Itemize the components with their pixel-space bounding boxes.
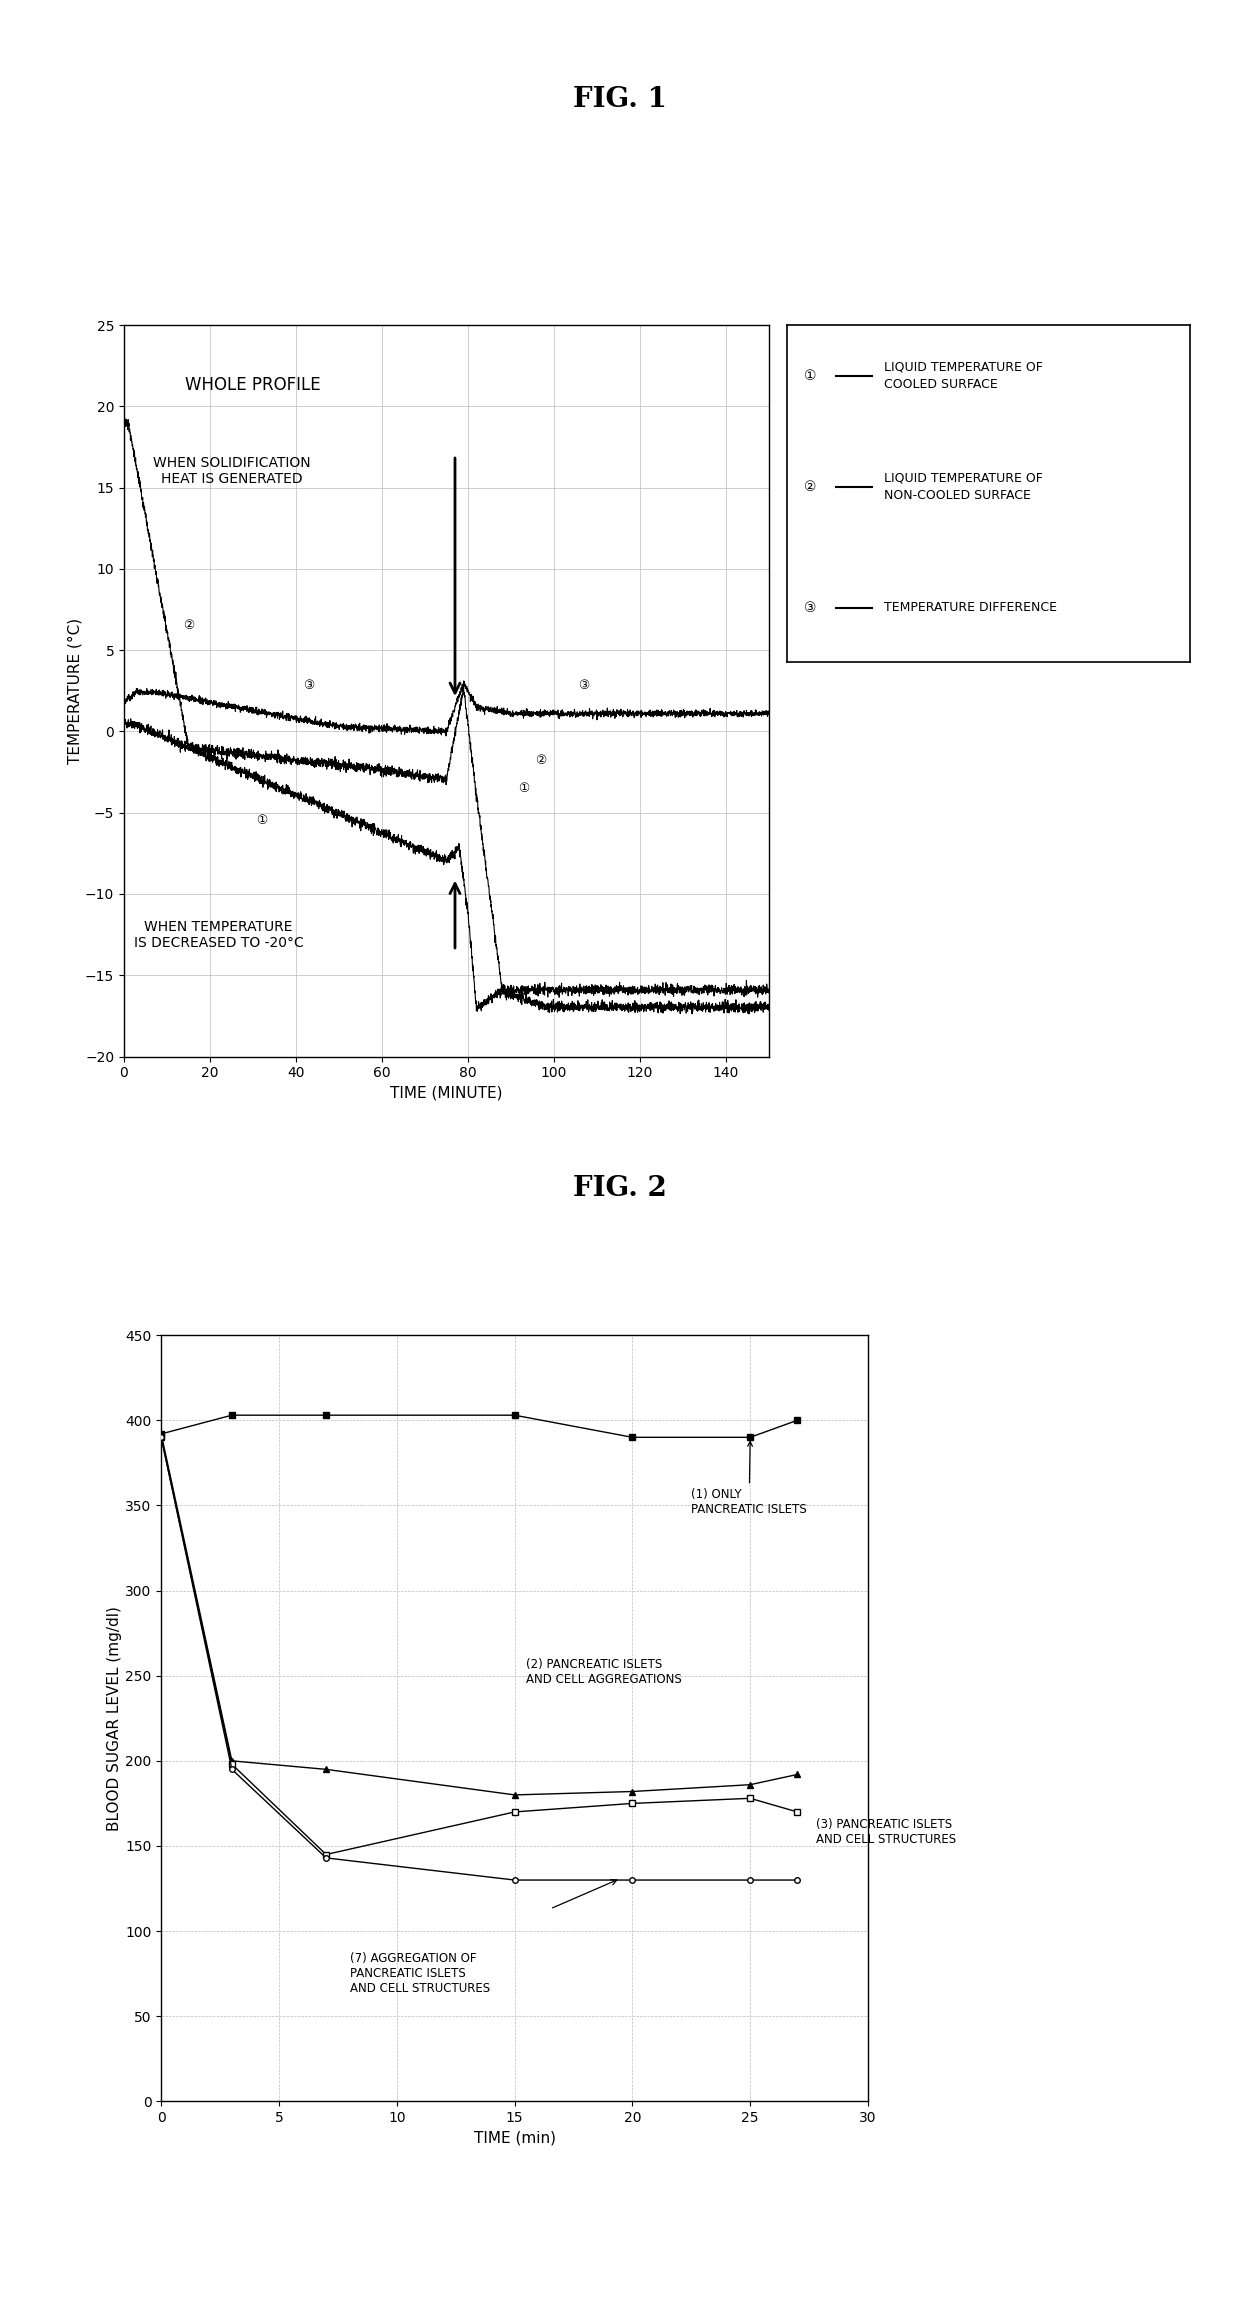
Text: ①: ① — [255, 815, 267, 827]
Y-axis label: TEMPERATURE (°C): TEMPERATURE (°C) — [67, 618, 82, 764]
Text: WHOLE PROFILE: WHOLE PROFILE — [185, 376, 321, 395]
Text: ②: ② — [182, 620, 195, 632]
Text: (1) ONLY
PANCREATIC ISLETS: (1) ONLY PANCREATIC ISLETS — [692, 1442, 807, 1516]
Y-axis label: BLOOD SUGAR LEVEL (mg/dl): BLOOD SUGAR LEVEL (mg/dl) — [108, 1607, 123, 1830]
Text: ③: ③ — [578, 680, 589, 692]
Text: ③: ③ — [804, 601, 816, 615]
Text: (3) PANCREATIC ISLETS
AND CELL STRUCTURES: (3) PANCREATIC ISLETS AND CELL STRUCTURE… — [816, 1818, 956, 1846]
Text: ①: ① — [518, 783, 529, 794]
Text: ③: ③ — [304, 680, 315, 692]
Text: FIG. 1: FIG. 1 — [573, 86, 667, 114]
Text: (2) PANCREATIC ISLETS
AND CELL AGGREGATIONS: (2) PANCREATIC ISLETS AND CELL AGGREGATI… — [526, 1658, 682, 1686]
Text: TEMPERATURE DIFFERENCE: TEMPERATURE DIFFERENCE — [884, 601, 1058, 615]
Text: FIG. 2: FIG. 2 — [573, 1175, 667, 1203]
Text: LIQUID TEMPERATURE OF
COOLED SURFACE: LIQUID TEMPERATURE OF COOLED SURFACE — [884, 360, 1043, 390]
Text: ①: ① — [804, 369, 816, 383]
Text: ②: ② — [536, 755, 547, 766]
X-axis label: TIME (MINUTE): TIME (MINUTE) — [391, 1087, 502, 1101]
Text: (7) AGGREGATION OF
PANCREATIC ISLETS
AND CELL STRUCTURES: (7) AGGREGATION OF PANCREATIC ISLETS AND… — [350, 1950, 490, 1995]
Text: WHEN SOLIDIFICATION
HEAT IS GENERATED: WHEN SOLIDIFICATION HEAT IS GENERATED — [153, 455, 310, 488]
Text: WHEN TEMPERATURE
IS DECREASED TO -20°C: WHEN TEMPERATURE IS DECREASED TO -20°C — [134, 920, 304, 950]
Text: ②: ② — [804, 481, 816, 495]
Text: LIQUID TEMPERATURE OF
NON-COOLED SURFACE: LIQUID TEMPERATURE OF NON-COOLED SURFACE — [884, 471, 1043, 502]
X-axis label: TIME (min): TIME (min) — [474, 2132, 556, 2146]
